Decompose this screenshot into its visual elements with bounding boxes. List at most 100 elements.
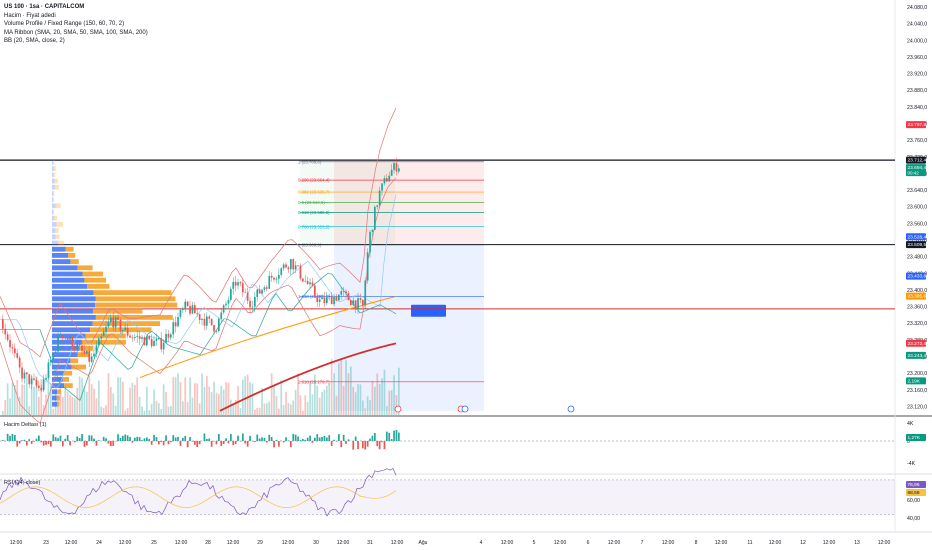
price-badge (906, 241, 926, 249)
time-tick-label: 12:00 (337, 540, 350, 546)
volume-bar (28, 406, 31, 415)
volume-profile-bar (77, 352, 90, 357)
delta-bar (218, 433, 220, 441)
delta-bar (62, 441, 64, 447)
delta-bar (326, 437, 328, 441)
candle (191, 305, 194, 314)
volume-bar (95, 398, 98, 415)
candle (14, 348, 16, 354)
price-badge (906, 351, 926, 359)
indicator-volume-profile[interactable]: Volume Profile / Fixed Range (150, 60, 7… (4, 21, 125, 28)
candle (122, 330, 124, 332)
volume-bar (318, 397, 321, 415)
candle (381, 183, 383, 191)
ma50-line (0, 272, 397, 401)
rsi-pane-label[interactable]: RSI (14, close) (4, 480, 41, 486)
volume-profile-bar (52, 259, 71, 264)
volume-bar (14, 384, 16, 415)
volume-bar (206, 376, 208, 415)
volume-bar (302, 410, 304, 415)
candle (30, 378, 33, 385)
candle (71, 336, 74, 348)
delta-bar (170, 441, 172, 443)
time-tick-label: 23 (43, 540, 49, 546)
volume-profile-bar (71, 364, 87, 370)
indicator-bollinger[interactable]: BB (20, SMA, close, 2) (4, 38, 65, 45)
candle (239, 282, 242, 284)
volume-bar (278, 408, 280, 415)
volume-bar (23, 385, 26, 415)
candle (4, 328, 7, 335)
volume-bar (222, 389, 225, 415)
volume-bar (208, 386, 211, 415)
price-tick-label: 23.360,0 (907, 305, 927, 311)
time-tick-label: 12:00 (227, 540, 240, 546)
candle (117, 317, 119, 320)
delta-bar (342, 434, 345, 441)
rsi-tick-label: 40,00 (907, 516, 920, 522)
delta-bar (35, 438, 38, 441)
volume-profile-bar (52, 277, 85, 283)
candle (227, 299, 230, 304)
candle (340, 291, 343, 295)
delta-badge-label: 1,27K (908, 435, 921, 441)
delta-bar (88, 435, 91, 441)
volume-bar (246, 374, 249, 415)
candle (35, 379, 38, 386)
time-tick-label: 12:00 (554, 540, 567, 546)
volume-bar (294, 389, 297, 415)
indicator-ma-ribbon[interactable]: MA Ribbon (SMA, 20, SMA, 50, SMA, 100, S… (4, 29, 148, 36)
price-tick-label: 23.600,0 (907, 205, 927, 211)
volume-profile-bar (53, 160, 55, 165)
delta-bar (278, 441, 280, 447)
volume-bar (42, 405, 45, 415)
delta-bar (78, 438, 81, 441)
volume-bar (64, 385, 67, 415)
candle (237, 282, 239, 286)
delta-bar (69, 441, 71, 446)
candle (165, 333, 167, 343)
delta-bar (16, 441, 19, 447)
volume-bar (398, 367, 400, 415)
indicator-volume[interactable]: Hacim · Fiyat adedi (4, 12, 56, 19)
volume-bar (249, 382, 251, 415)
candle (155, 338, 158, 341)
event-marker (567, 405, 575, 413)
candle (100, 336, 103, 339)
delta-bar (302, 439, 304, 441)
candle (33, 378, 35, 380)
candle (220, 312, 223, 319)
delta-bar (14, 435, 16, 441)
price-tick-label: 23.400,0 (907, 288, 927, 294)
candle (376, 205, 379, 207)
delta-bar (165, 435, 167, 441)
volume-bar (328, 383, 331, 415)
delta-pane-label[interactable]: Hacim Deltası (1) (4, 422, 47, 428)
symbol-title[interactable]: US 100 · 1sa · CAPITALCOM (4, 4, 85, 10)
delta-bar (155, 437, 158, 441)
candle (208, 316, 211, 319)
candle (129, 335, 131, 338)
candle (390, 169, 393, 176)
time-tick-label: 12:00 (391, 540, 404, 546)
volume-bar (362, 400, 364, 415)
delta-bar (66, 435, 69, 441)
candle (146, 336, 148, 346)
volume-profile-bar (84, 277, 107, 283)
delta-bar (198, 441, 201, 445)
volume-bar (126, 408, 129, 415)
volume-bar (172, 377, 175, 415)
volume-profile-bar (92, 321, 161, 326)
price-badge (906, 292, 926, 300)
candle (18, 357, 21, 368)
delta-bar (184, 435, 187, 441)
candle (266, 287, 268, 289)
candle (76, 344, 79, 350)
delta-bar (232, 441, 235, 446)
delta-bar (158, 441, 160, 445)
delta-bar (122, 435, 124, 441)
volume-profile-bar (53, 209, 54, 215)
volume-bar (153, 389, 155, 415)
price-badge (906, 339, 926, 347)
